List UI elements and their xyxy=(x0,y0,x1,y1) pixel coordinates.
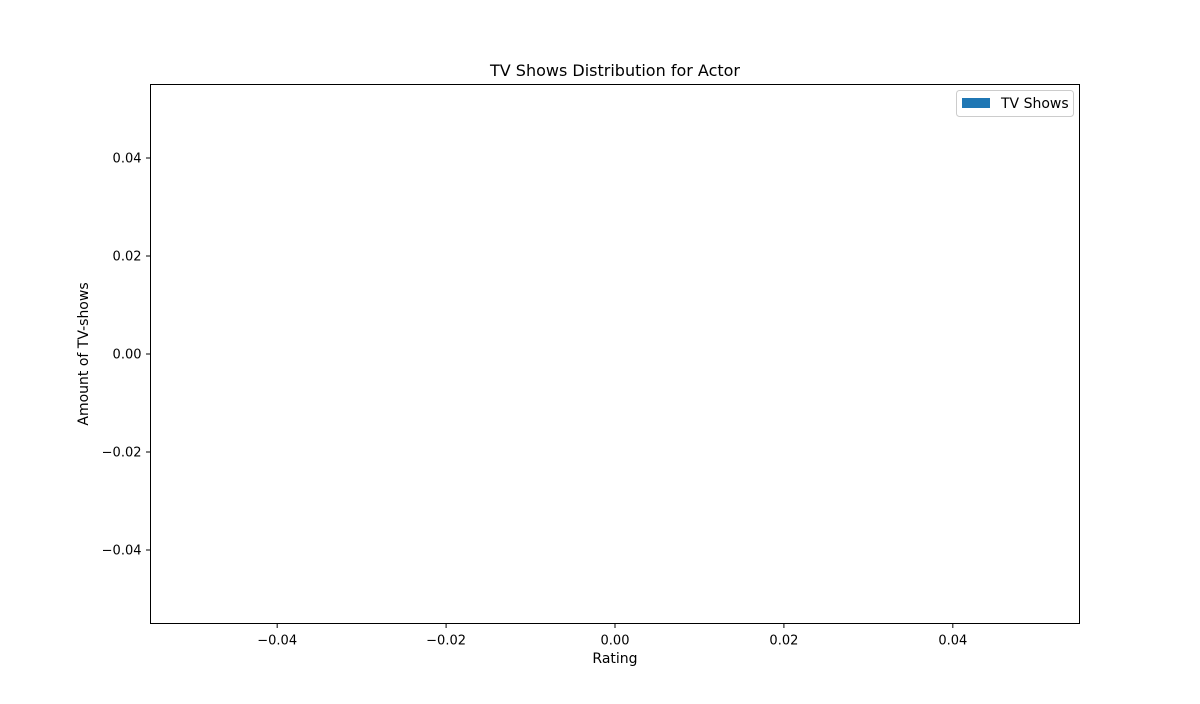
legend-swatch xyxy=(962,98,990,108)
x-axis-ticks: −0.04 −0.02 0.00 0.02 0.04 xyxy=(257,623,967,649)
x-tick-label: −0.04 xyxy=(257,634,297,649)
x-tick-label: 0.00 xyxy=(601,634,630,649)
plot-area xyxy=(150,84,1080,624)
legend-box xyxy=(956,90,1074,117)
legend-label: TV Shows xyxy=(1000,96,1069,112)
x-tick-label: −0.02 xyxy=(426,634,466,649)
y-tick-label: −0.04 xyxy=(102,544,142,559)
y-tick-label: 0.00 xyxy=(113,348,142,363)
legend: TV Shows xyxy=(956,90,1074,117)
y-tick-label: −0.02 xyxy=(102,446,142,461)
y-tick-label: 0.04 xyxy=(113,152,142,167)
y-tick-label: 0.02 xyxy=(113,250,142,265)
chart-title: TV Shows Distribution for Actor xyxy=(489,61,740,80)
axes-frame xyxy=(150,84,1080,624)
x-axis-label: Rating xyxy=(592,651,637,667)
x-tick-label: 0.04 xyxy=(938,634,967,649)
y-axis-label: Amount of TV-shows xyxy=(76,282,92,425)
y-axis-ticks: −0.04 −0.02 0.00 0.02 0.04 xyxy=(102,152,151,559)
x-tick-label: 0.02 xyxy=(769,634,798,649)
